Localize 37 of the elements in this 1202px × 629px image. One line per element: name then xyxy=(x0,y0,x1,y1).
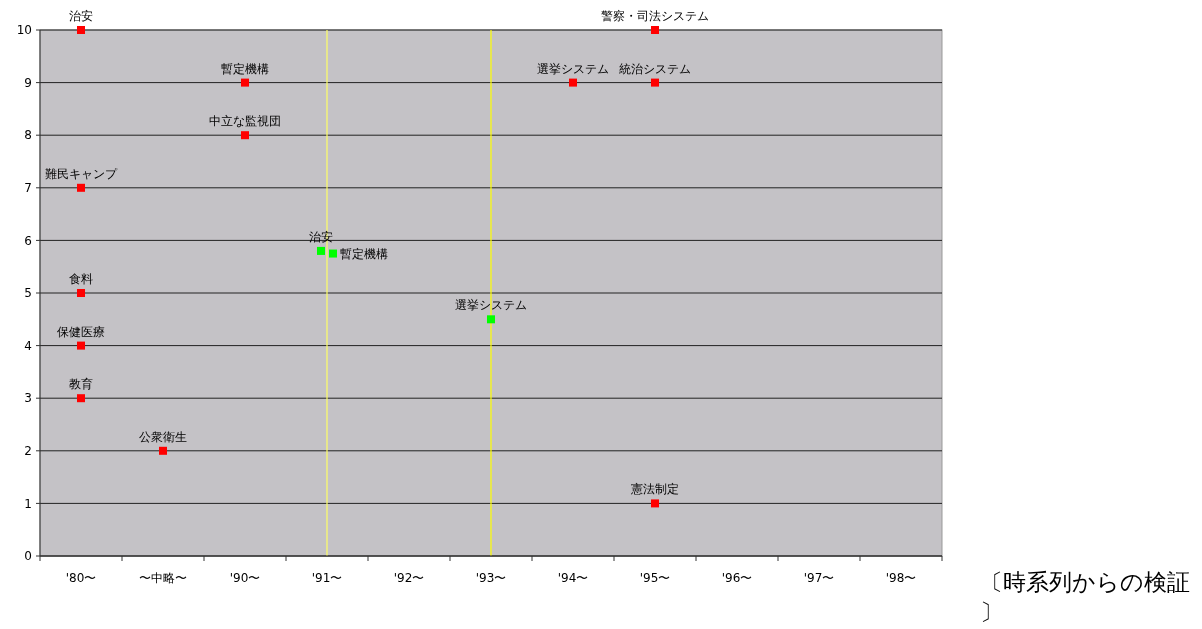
x-tick-label: '80〜 xyxy=(65,571,97,585)
y-tick-label: 3 xyxy=(24,391,32,406)
annotation: 暫定機構 xyxy=(340,246,388,261)
x-tick-label: '95〜 xyxy=(639,571,671,585)
x-tick-label: '91〜 xyxy=(311,571,343,585)
x-tick-label: '92〜 xyxy=(393,571,425,585)
annotation: 難民キャンプ xyxy=(45,166,118,181)
annotation: 憲法制定 xyxy=(630,482,679,497)
y-tick-label: 1 xyxy=(24,496,32,511)
y-tick-label: 6 xyxy=(24,233,32,248)
annotation: 選挙システム xyxy=(455,298,527,313)
annotation: 選挙システム xyxy=(537,61,609,76)
x-tick-label: '94〜 xyxy=(557,571,589,585)
annotation: 警察・司法システム xyxy=(601,9,709,23)
x-tick-label: '90〜 xyxy=(229,571,261,585)
y-tick-label: 5 xyxy=(24,286,32,301)
x-tick-label: 〜中略〜 xyxy=(139,571,187,585)
annotation: 暫定機構 xyxy=(221,61,269,76)
annotation: 公衆衛生 xyxy=(139,429,187,444)
text: 〔時系列からの検証〕 xyxy=(980,569,1190,625)
y-tick-label: 10 xyxy=(16,23,32,38)
y-tick-label: 9 xyxy=(24,75,32,90)
y-tick-label: 4 xyxy=(24,338,32,353)
annotation: 統治システム xyxy=(619,61,691,76)
annotation: 教育 xyxy=(69,377,93,392)
y-tick-label: 0 xyxy=(24,549,32,564)
annotation: 中立な監視団 xyxy=(209,114,281,129)
x-tick-label: '98〜 xyxy=(885,571,917,585)
annotation: 保健医療 xyxy=(57,324,105,339)
y-tick-label: 2 xyxy=(24,444,32,458)
annotation: 食料 xyxy=(69,272,93,286)
annotation: 治安 xyxy=(69,9,93,23)
x-tick-label: '93〜 xyxy=(475,571,507,585)
y-tick-label: 8 xyxy=(24,128,32,143)
y-tick-label: 7 xyxy=(24,181,32,195)
x-tick-label: '97〜 xyxy=(803,571,835,585)
x-tick-label: '96〜 xyxy=(721,571,753,585)
